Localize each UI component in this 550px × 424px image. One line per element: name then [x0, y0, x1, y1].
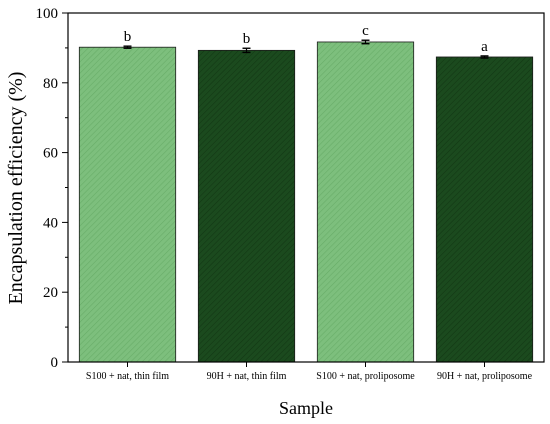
y-tick-label: 80: [43, 76, 58, 92]
significance-letter: b: [124, 29, 132, 45]
x-axis-label: Sample: [279, 398, 333, 418]
bar: [316, 41, 415, 363]
y-tick-label: 100: [36, 6, 59, 22]
axes-layer: S100 + nat, thin film 90H + nat, thin fil…: [36, 6, 545, 382]
x-tick-label: S100 + nat, thin film: [86, 371, 169, 382]
x-tick-label: 90H + nat, proliposome: [437, 371, 533, 382]
y-tick-label: 20: [43, 285, 58, 301]
y-tick-label: 60: [43, 146, 58, 162]
bars-layer: b b c a: [78, 23, 534, 363]
y-tick-label: 40: [43, 215, 58, 231]
x-tick-label: 90H + nat, thin film: [207, 371, 287, 382]
bar: [197, 49, 296, 363]
x-tick-label: S100 + nat, proliposome: [316, 371, 415, 382]
significance-letter: b: [243, 31, 251, 47]
y-tick-label: 0: [51, 355, 59, 371]
bar: [78, 46, 177, 363]
significance-letter: c: [362, 23, 369, 39]
significance-letter: a: [481, 39, 488, 55]
y-axis-label: Encapsulation efficiency (%): [5, 72, 27, 305]
bar: [435, 56, 534, 363]
